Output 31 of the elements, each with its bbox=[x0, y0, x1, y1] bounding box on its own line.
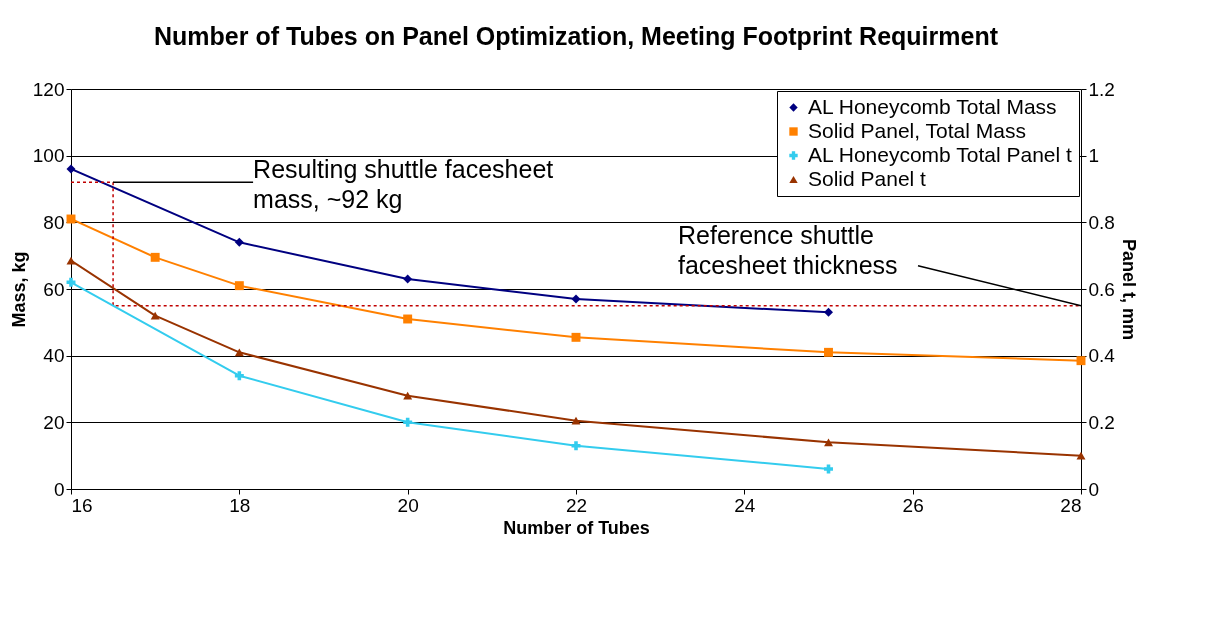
x-tick-label: 22 bbox=[565, 494, 588, 516]
annotation: Reference shuttle facesheet thickness bbox=[678, 220, 898, 279]
y-tick-label: 60 bbox=[43, 278, 65, 300]
y2-tick-label: 0.8 bbox=[1088, 211, 1115, 233]
legend-label: AL Honeycomb Total Mass bbox=[808, 94, 1057, 118]
y2-tick-label: 0.2 bbox=[1088, 411, 1115, 433]
y2-tick-label: 1 bbox=[1088, 145, 1100, 167]
x-axis-title: Number of Tubes bbox=[503, 517, 650, 538]
legend-label: Solid Panel t bbox=[808, 166, 927, 190]
y2-tick-label: 0.4 bbox=[1088, 345, 1116, 367]
x-tick-label: 16 bbox=[71, 494, 93, 516]
legend-label: AL Honeycomb Total Panel t bbox=[808, 142, 1072, 166]
y-tick-label: 40 bbox=[43, 345, 65, 367]
x-tick-label: 26 bbox=[902, 494, 924, 516]
annotation: Resulting shuttle facesheet mass, ~92 kg bbox=[253, 155, 554, 214]
y-axis-title: Mass, kg bbox=[8, 251, 29, 328]
y2-tick-label: 1.2 bbox=[1088, 78, 1115, 100]
y-tick-label: 80 bbox=[43, 211, 65, 233]
y2-axis-title: Panel t, mm bbox=[1118, 238, 1139, 341]
chart-title: Number of Tubes on Panel Optimization, Meeting Footprint Requirment bbox=[154, 22, 999, 50]
y2-tick-label: 0 bbox=[1088, 478, 1100, 500]
y-tick-label: 0 bbox=[53, 478, 65, 500]
y2-tick-label: 0.6 bbox=[1088, 278, 1115, 300]
x-tick-label: 24 bbox=[734, 494, 756, 516]
x-tick-label: 18 bbox=[229, 494, 251, 516]
y-tick-label: 100 bbox=[32, 145, 65, 167]
y-tick-label: 20 bbox=[43, 411, 65, 433]
legend-label: Solid Panel, Total Mass bbox=[808, 118, 1026, 142]
y-tick-label: 120 bbox=[32, 78, 65, 100]
x-tick-label: 28 bbox=[1060, 494, 1082, 516]
x-tick-label: 20 bbox=[397, 494, 419, 516]
